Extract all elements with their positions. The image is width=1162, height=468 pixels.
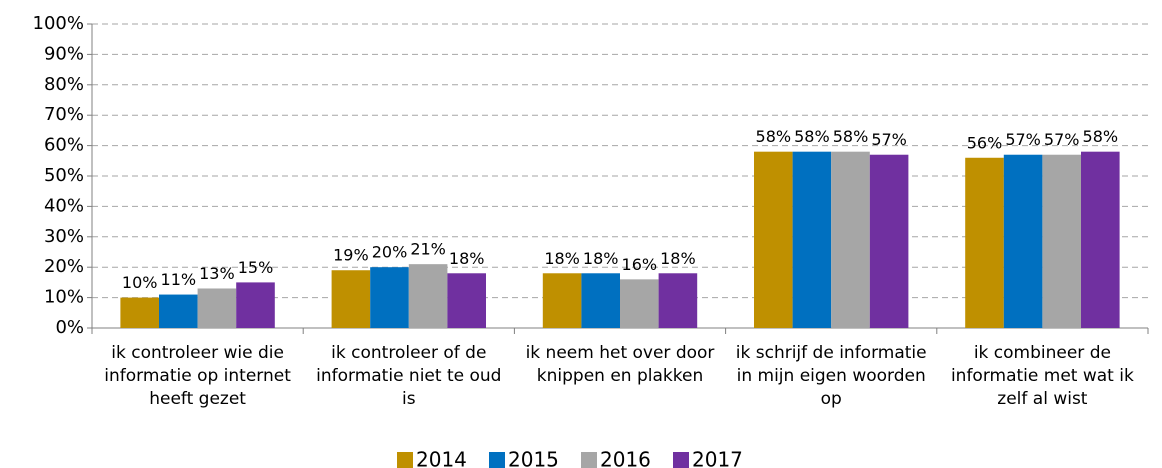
bar bbox=[792, 151, 832, 328]
data-label: 56% bbox=[967, 133, 1003, 152]
legend-label: 2017 bbox=[692, 448, 743, 468]
data-label: 57% bbox=[1044, 130, 1080, 149]
bar bbox=[331, 270, 371, 328]
data-label: 57% bbox=[871, 130, 907, 149]
data-label: 18% bbox=[660, 249, 696, 268]
data-label: 58% bbox=[1083, 127, 1119, 146]
data-label: 58% bbox=[794, 127, 830, 146]
data-label: 57% bbox=[1005, 130, 1041, 149]
bar bbox=[159, 294, 198, 328]
data-label: 13% bbox=[199, 264, 235, 283]
y-tick-label: 20% bbox=[44, 256, 84, 277]
bar bbox=[620, 279, 659, 328]
bar bbox=[120, 297, 159, 328]
data-label: 58% bbox=[756, 127, 792, 146]
y-tick-label: 10% bbox=[44, 287, 84, 308]
data-label: 15% bbox=[238, 258, 274, 277]
legend-swatch bbox=[489, 452, 505, 468]
bar bbox=[754, 151, 793, 328]
y-tick-label: 90% bbox=[44, 43, 84, 64]
bar bbox=[581, 273, 620, 328]
legend-swatch bbox=[673, 452, 689, 468]
data-label: 11% bbox=[161, 270, 197, 289]
x-tick-label: ik controleer of de informatie niet te o… bbox=[316, 343, 502, 409]
y-tick-label: 100% bbox=[33, 13, 84, 34]
bar bbox=[831, 151, 870, 328]
legend-swatch bbox=[581, 452, 597, 468]
data-label: 20% bbox=[372, 243, 408, 262]
bar bbox=[542, 273, 582, 328]
data-label: 21% bbox=[410, 240, 446, 259]
bar bbox=[408, 264, 448, 328]
bar bbox=[236, 282, 275, 328]
bar bbox=[447, 273, 486, 328]
y-tick-label: 80% bbox=[44, 74, 84, 95]
bar bbox=[965, 157, 1004, 328]
y-tick-label: 30% bbox=[44, 226, 84, 247]
legend-label: 2014 bbox=[416, 448, 467, 468]
data-label: 58% bbox=[833, 127, 869, 146]
bar bbox=[1042, 154, 1081, 328]
x-tick-label: ik schrijf de informatie in mijn eigen w… bbox=[735, 343, 927, 409]
data-label: 19% bbox=[333, 246, 369, 265]
bar bbox=[869, 154, 909, 328]
y-tick-label: 0% bbox=[55, 317, 84, 338]
data-label: 10% bbox=[122, 273, 158, 292]
legend-swatch bbox=[397, 452, 413, 468]
y-tick-label: 50% bbox=[44, 165, 84, 186]
bar bbox=[370, 267, 409, 328]
data-label: 18% bbox=[583, 249, 619, 268]
legend-label: 2015 bbox=[508, 448, 559, 468]
x-tick-label: ik controleer wie die informatie op inte… bbox=[104, 343, 291, 409]
bar bbox=[1003, 154, 1043, 328]
bar bbox=[197, 288, 237, 328]
legend-label: 2016 bbox=[600, 448, 651, 468]
y-tick-label: 60% bbox=[44, 135, 84, 156]
bar bbox=[658, 273, 698, 328]
y-tick-label: 40% bbox=[44, 195, 84, 216]
y-tick-label: 70% bbox=[44, 104, 84, 125]
data-label: 18% bbox=[449, 249, 485, 268]
data-label: 18% bbox=[544, 249, 580, 268]
data-label: 16% bbox=[622, 255, 658, 274]
x-tick-label: ik combineer de informatie met wat ik ze… bbox=[950, 343, 1134, 409]
bar bbox=[1081, 151, 1120, 328]
x-tick-label: ik neem het over door knippen en plakken bbox=[525, 343, 715, 386]
